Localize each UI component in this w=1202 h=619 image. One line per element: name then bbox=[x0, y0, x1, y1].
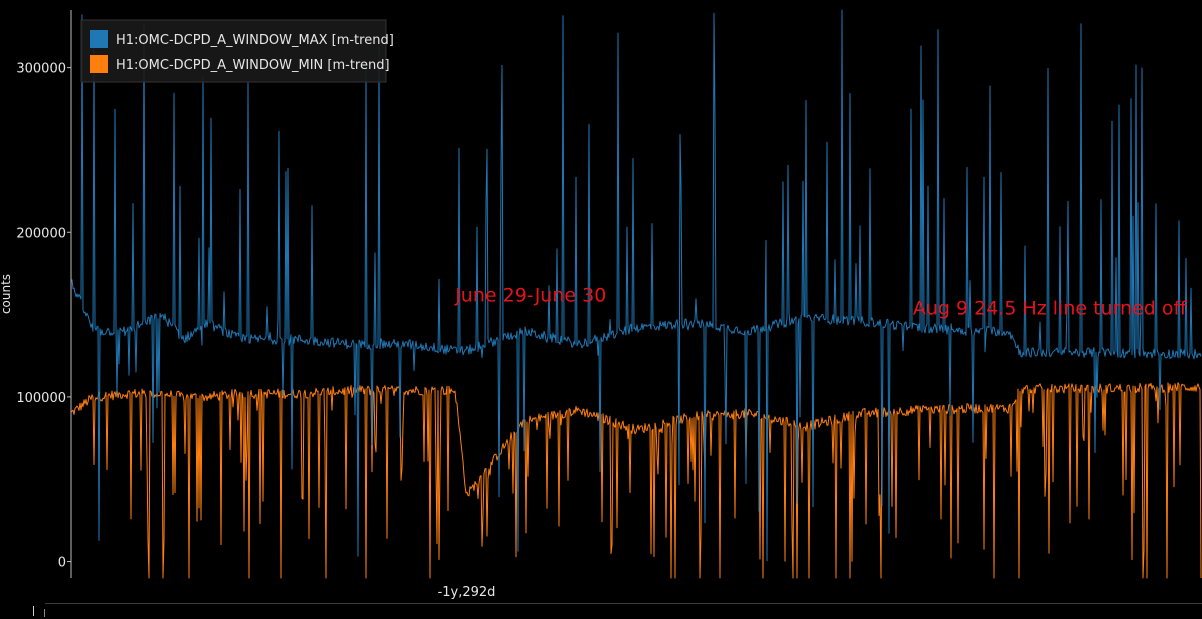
legend-swatch[interactable] bbox=[90, 55, 108, 73]
y-tick-label: 200000 bbox=[16, 226, 66, 241]
y-tick-label: 100000 bbox=[16, 391, 66, 406]
timeline-marker bbox=[44, 609, 45, 617]
series-max bbox=[70, 9, 1202, 562]
legend-box bbox=[80, 19, 387, 83]
series-min-line bbox=[70, 382, 1202, 579]
series-min bbox=[70, 382, 1202, 579]
timeline-scrollbar[interactable] bbox=[0, 603, 1202, 619]
y-axis-label: counts bbox=[0, 274, 13, 314]
y-tick-label: 300000 bbox=[16, 62, 66, 77]
annotation-text: June 29-June 30 bbox=[454, 284, 606, 306]
legend[interactable]: H1:OMC-DCPD_A_WINDOW_MAX [m-trend] H1:OMC… bbox=[80, 19, 394, 83]
series-max-line bbox=[70, 9, 1202, 562]
x-tick-label: -1y,292d bbox=[438, 585, 496, 600]
legend-label[interactable]: H1:OMC-DCPD_A_WINDOW_MIN [m-trend] bbox=[116, 58, 390, 73]
timeline-track bbox=[45, 603, 1202, 604]
legend-label[interactable]: H1:OMC-DCPD_A_WINDOW_MAX [m-trend] bbox=[116, 33, 394, 48]
y-tick-label: 0 bbox=[58, 556, 66, 571]
timeline-handle[interactable] bbox=[33, 606, 34, 616]
annotation-layer: June 29-June 30 Aug 9 24.5 Hz line turned… bbox=[454, 284, 1187, 319]
annotation-text: Aug 9 24.5 Hz line turned off bbox=[913, 298, 1188, 320]
legend-swatch[interactable] bbox=[90, 30, 108, 48]
axes-layer: 0 100000 200000 300000 -1y,292d counts bbox=[0, 10, 495, 600]
series-layer bbox=[70, 9, 1202, 579]
